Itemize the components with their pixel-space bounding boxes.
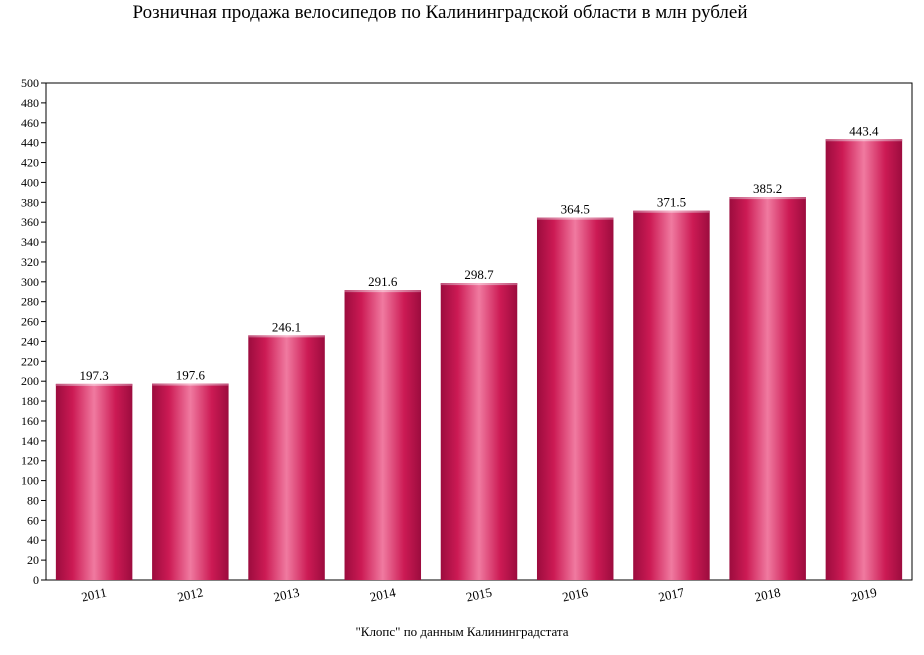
bar-top-highlight bbox=[152, 383, 229, 386]
x-tick-label: 2016 bbox=[561, 584, 590, 604]
bar bbox=[152, 383, 229, 580]
bar-top-highlight bbox=[729, 197, 806, 200]
y-tick-label: 260 bbox=[21, 315, 39, 329]
x-tick-label: 2015 bbox=[465, 584, 494, 604]
y-tick-label: 320 bbox=[21, 255, 39, 269]
data-label: 197.6 bbox=[176, 368, 206, 383]
x-tick-label: 2014 bbox=[368, 584, 397, 604]
y-tick-label: 480 bbox=[21, 96, 39, 110]
data-label: 385.2 bbox=[753, 181, 782, 196]
y-tick-label: 80 bbox=[27, 493, 39, 507]
bar bbox=[440, 283, 518, 580]
bar-top-highlight bbox=[55, 383, 133, 386]
x-tick-label: 2019 bbox=[850, 584, 879, 604]
y-tick-label: 240 bbox=[21, 334, 39, 348]
bar-chart: 0 20 40 60 80 100 120 140 160 180 200 220 240 260 280 3… bbox=[21, 76, 913, 605]
bar-top-highlight bbox=[248, 335, 325, 338]
bar-top-highlight bbox=[536, 217, 614, 220]
chart-title: Розничная продажа велосипедов по Калинин… bbox=[132, 2, 748, 23]
x-tick-label: 2011 bbox=[80, 585, 108, 605]
y-tick-label: 120 bbox=[21, 454, 39, 468]
x-tick-label: 2013 bbox=[272, 584, 301, 604]
bar-top-highlight bbox=[440, 283, 518, 286]
bar bbox=[633, 210, 710, 580]
data-label: 246.1 bbox=[272, 319, 301, 334]
bar-top-highlight bbox=[633, 210, 710, 213]
y-tick-label: 180 bbox=[21, 394, 39, 408]
data-label: 197.3 bbox=[79, 368, 108, 383]
y-tick-label: 400 bbox=[21, 175, 39, 189]
bar-top-highlight bbox=[825, 139, 903, 142]
y-tick-label: 0 bbox=[33, 573, 39, 587]
y-tick-label: 340 bbox=[21, 235, 39, 249]
bar bbox=[536, 217, 614, 580]
y-tick-label: 220 bbox=[21, 354, 39, 368]
y-tick-label: 280 bbox=[21, 295, 39, 309]
y-tick-label: 160 bbox=[21, 414, 39, 428]
data-label: 291.6 bbox=[368, 274, 398, 289]
data-label: 364.5 bbox=[561, 202, 590, 217]
y-tick-label: 300 bbox=[21, 275, 39, 289]
data-label: 443.4 bbox=[849, 123, 879, 138]
y-tick-label: 500 bbox=[21, 76, 39, 90]
y-tick-label: 140 bbox=[21, 434, 39, 448]
bar bbox=[344, 290, 422, 580]
bar bbox=[248, 335, 325, 580]
x-tick-label: 2018 bbox=[753, 584, 782, 604]
bar bbox=[729, 197, 806, 580]
source-note: "Клопс" по данным Калининградстата bbox=[355, 624, 569, 639]
data-label: 298.7 bbox=[464, 267, 494, 282]
bar bbox=[825, 139, 903, 580]
y-tick-label: 460 bbox=[21, 116, 39, 130]
y-tick-label: 200 bbox=[21, 374, 39, 388]
y-tick-label: 380 bbox=[21, 195, 39, 209]
y-tick-label: 420 bbox=[21, 156, 39, 170]
y-tick-label: 440 bbox=[21, 136, 39, 150]
x-tick-label: 2012 bbox=[176, 584, 205, 604]
data-label: 371.5 bbox=[657, 195, 686, 210]
y-tick-label: 20 bbox=[27, 553, 39, 567]
y-tick-label: 360 bbox=[21, 215, 39, 229]
y-tick-label: 60 bbox=[27, 513, 39, 527]
y-tick-label: 40 bbox=[27, 533, 39, 547]
bar-top-highlight bbox=[344, 290, 422, 293]
y-tick-label: 100 bbox=[21, 474, 39, 488]
bar bbox=[55, 383, 133, 580]
x-tick-label: 2017 bbox=[657, 584, 686, 604]
